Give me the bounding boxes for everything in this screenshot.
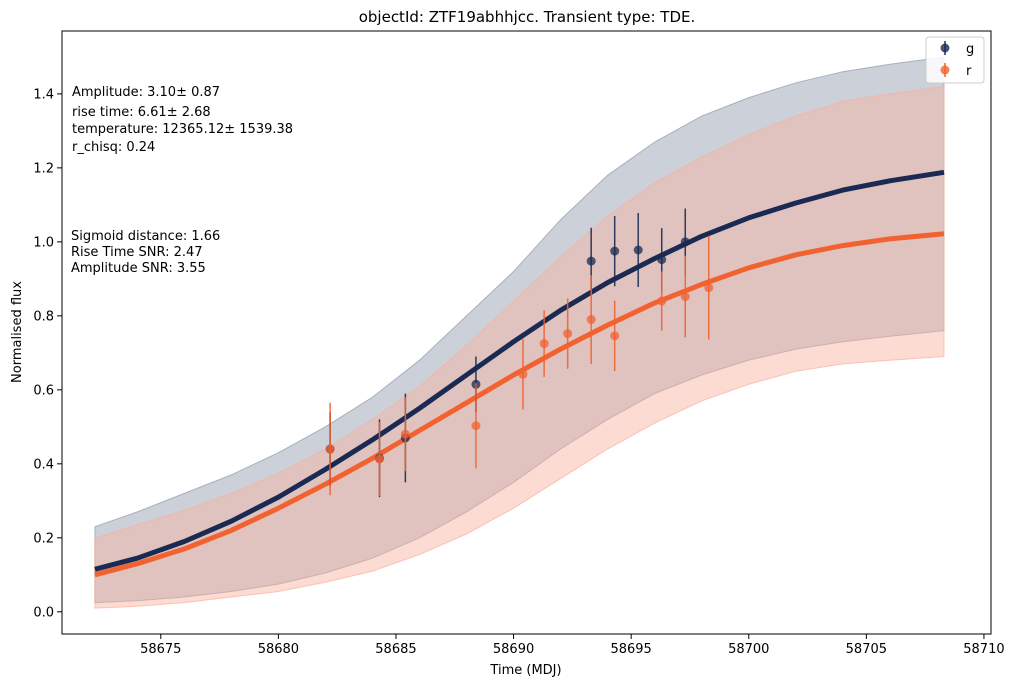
x-tick-label-58710: 58710 [963, 642, 1004, 657]
annotation-amplitude-snr: Amplitude SNR: 3.55 [71, 261, 206, 276]
annotation-temperature: temperature: 12365.12± 1539.38 [72, 122, 293, 137]
point-r-8 [610, 331, 620, 341]
legend: g r [925, 36, 985, 84]
y-tick-label-0.2: 0.2 [33, 531, 54, 546]
point-g-8 [680, 237, 690, 247]
data-points [325, 208, 714, 498]
y-tick-label-0.8: 0.8 [33, 309, 54, 324]
fit-curve-r [94, 231, 945, 578]
legend-box [925, 36, 985, 84]
annotation-rise-time: rise time: 6.61± 2.68 [72, 105, 211, 120]
point-r-3 [471, 421, 481, 431]
x-tick-label-58675: 58675 [140, 642, 181, 657]
point-r-11 [704, 283, 714, 293]
x-tick-label-58685: 58685 [375, 642, 416, 657]
point-g-4 [586, 256, 596, 266]
y-tick-label-0.6: 0.6 [33, 383, 54, 398]
point-r-6 [563, 329, 573, 339]
y-tick-label-0.4: 0.4 [33, 457, 54, 472]
fit-curve-g [94, 169, 945, 572]
annotation-rise-time-snr: Rise Time SNR: 2.47 [71, 245, 203, 260]
plot-frame [61, 30, 992, 635]
point-r-4 [518, 369, 528, 379]
annotation-amplitude: Amplitude: 3.10± 0.87 [72, 85, 220, 100]
point-r-7 [586, 315, 596, 325]
point-r-5 [539, 339, 549, 349]
x-tick-label-58695: 58695 [610, 642, 651, 657]
point-r-0 [325, 444, 335, 454]
legend-r-marker [940, 65, 950, 75]
x-tick-label-58705: 58705 [846, 642, 887, 657]
y-axis-ticks: 0.0 0.2 0.4 0.6 0.8 1.0 1.2 1.4 [33, 87, 62, 620]
annotation-sigmoid-distance: Sigmoid distance: 1.66 [71, 229, 220, 244]
y-axis-label: Normalised flux [10, 281, 25, 383]
legend-g-marker [940, 43, 950, 53]
x-axis-ticks: 58675 58680 58685 58690 58695 58700 58705 58710 [140, 634, 1005, 657]
x-tick-label-58700: 58700 [728, 642, 769, 657]
fit-curves [94, 169, 945, 578]
y-tick-label-1: 1.0 [33, 235, 54, 250]
x-axis-label: Time (MDJ) [489, 663, 561, 678]
point-r-10 [680, 292, 690, 302]
x-tick-label-58690: 58690 [493, 642, 534, 657]
point-r-9 [657, 296, 667, 306]
chart-title: objectId: ZTF19abhhjcc. Transient type: … [359, 8, 696, 26]
point-r-2 [400, 429, 410, 439]
y-tick-label-1.2: 1.2 [33, 161, 54, 176]
y-tick-label-0: 0.0 [33, 605, 54, 620]
point-g-5 [610, 246, 620, 256]
legend-r-label: r [966, 64, 972, 79]
legend-g-label: g [966, 42, 974, 57]
point-g-7 [657, 255, 667, 265]
annotation-block: Amplitude: 3.10± 0.87 rise time: 6.61± 2… [71, 85, 293, 276]
annotation-r-chisq: r_chisq: 0.24 [72, 140, 155, 155]
point-r-1 [375, 454, 385, 464]
x-tick-label-58680: 58680 [258, 642, 299, 657]
point-g-6 [633, 245, 643, 255]
y-tick-label-1.4: 1.4 [33, 87, 54, 102]
